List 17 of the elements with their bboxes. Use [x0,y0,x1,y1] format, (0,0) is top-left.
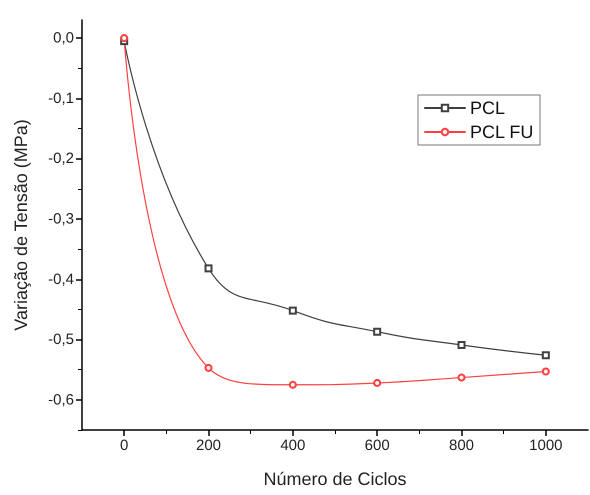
x-axis-title: Número de Ciclos [263,469,407,489]
y-tick-label: -0,3 [48,210,74,228]
x-tick-label: 0 [120,437,128,454]
y-tick-label: -0,5 [48,331,74,348]
y-tick-label: -0,6 [48,391,74,408]
y-tick-label: -0,1 [48,90,74,107]
legend-label: PCL [470,98,506,118]
x-tick-label: 1000 [529,437,563,454]
legend-label: PCL FU [470,122,534,142]
y-axis-title: Variação de Tensão (MPa) [11,119,31,331]
y-tick-label: -0,4 [48,270,74,288]
x-tick-label: 400 [280,437,306,454]
x-tick-label: 800 [448,437,474,454]
x-tick-label: 600 [364,437,390,454]
y-tick-label: -0,2 [48,150,74,168]
y-tick-label: 0,0 [53,30,74,47]
x-tick-label: 200 [196,437,222,454]
